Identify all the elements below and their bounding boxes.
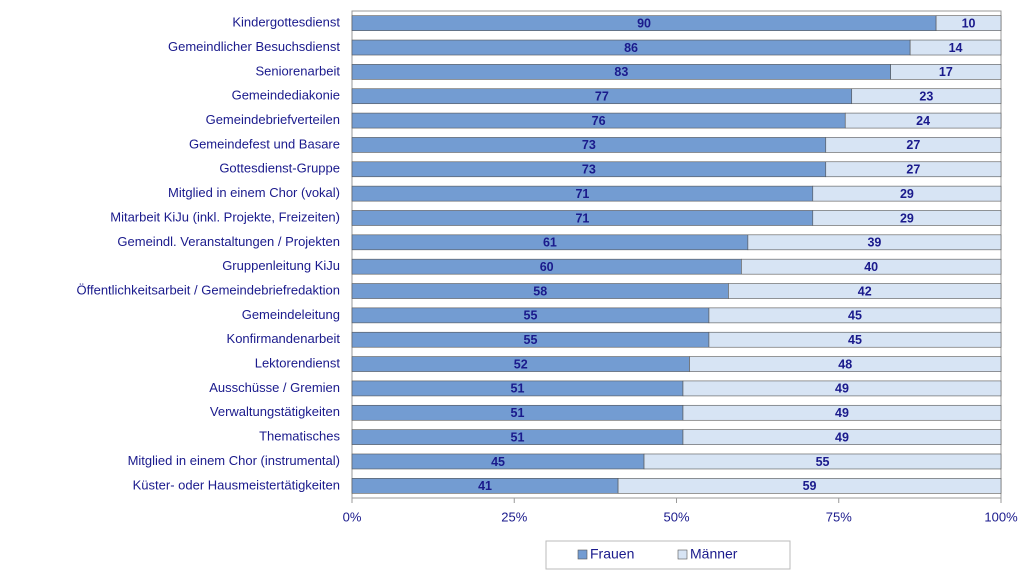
value-label: 52 <box>514 357 528 371</box>
category-label: Thematisches <box>259 429 340 444</box>
value-label: 29 <box>900 187 914 201</box>
value-label: 77 <box>595 90 609 104</box>
x-tick-label: 75% <box>826 509 852 524</box>
category-label: Gemeindediakonie <box>232 88 340 103</box>
bar-segment <box>825 137 1002 153</box>
value-label: 10 <box>962 16 976 30</box>
category-label: Verwaltungstätigkeiten <box>210 404 340 419</box>
bar-segment <box>708 331 1002 348</box>
value-label: 60 <box>540 260 554 274</box>
bar-segment <box>741 258 1002 275</box>
value-label: 23 <box>919 90 933 104</box>
bar-segment <box>643 453 1002 470</box>
category-label: Gruppenleitung KiJu <box>222 258 340 273</box>
plot-area <box>351 10 1002 499</box>
bar-segment <box>909 39 1002 56</box>
value-label: 71 <box>575 187 589 201</box>
value-label: 83 <box>614 65 628 79</box>
value-label: 55 <box>524 309 538 323</box>
bar-segment <box>812 185 1002 202</box>
legend-label: Frauen <box>590 546 634 562</box>
category-label: Gemeindlicher Besuchsdienst <box>168 39 340 54</box>
bar-segment <box>935 15 1002 31</box>
value-label: 49 <box>835 406 849 420</box>
bar-segment <box>825 161 1002 178</box>
bar-segment <box>851 88 1002 105</box>
value-label: 86 <box>624 41 638 55</box>
value-label: 42 <box>858 284 872 298</box>
bar-segment <box>682 429 1002 445</box>
category-label: Kindergottesdienst <box>232 15 340 30</box>
bar-segment <box>728 283 1002 299</box>
value-label: 71 <box>575 211 589 225</box>
category-label: Gemeindeleitung <box>242 307 340 322</box>
value-label: 51 <box>511 382 525 396</box>
value-label: 73 <box>582 138 596 152</box>
value-label: 27 <box>906 138 920 152</box>
bar-segment <box>682 380 1002 397</box>
value-label: 41 <box>478 479 492 493</box>
value-label: 45 <box>848 333 862 347</box>
value-label: 49 <box>835 430 849 444</box>
value-label: 39 <box>867 236 881 250</box>
x-tick-label: 50% <box>663 509 689 524</box>
value-label: 59 <box>803 479 817 493</box>
category-label: Öffentlichkeitsarbeit / Gemeindebriefred… <box>76 282 340 297</box>
value-label: 51 <box>511 430 525 444</box>
bar-segment <box>747 234 1002 251</box>
value-label: 58 <box>533 284 547 298</box>
value-label: 90 <box>637 16 651 30</box>
category-label: Konfirmandenarbeit <box>227 331 341 346</box>
value-label: 73 <box>582 163 596 177</box>
category-label: Mitarbeit KiJu (inkl. Projekte, Freizeit… <box>110 209 340 224</box>
category-label: Mitglied in einem Chor (instrumental) <box>128 453 340 468</box>
bar-segment <box>890 64 1002 80</box>
category-label: Gemeindebriefverteilen <box>206 112 340 127</box>
x-tick-label: 100% <box>984 509 1018 524</box>
bar-segment <box>708 307 1002 324</box>
value-label: 40 <box>864 260 878 274</box>
value-label: 45 <box>848 309 862 323</box>
bar-segment <box>689 356 1002 372</box>
category-label: Seniorenarbeit <box>255 63 340 78</box>
value-label: 51 <box>511 406 525 420</box>
category-label: Gottesdienst-Gruppe <box>219 161 340 176</box>
category-label: Gemeindl. Veranstaltungen / Projekten <box>117 234 340 249</box>
legend-swatch <box>577 549 588 560</box>
value-label: 17 <box>939 65 953 79</box>
category-label: Mitglied in einem Chor (vokal) <box>168 185 340 200</box>
value-label: 55 <box>816 455 830 469</box>
value-label: 76 <box>592 114 606 128</box>
category-label: Gemeindefest und Basare <box>189 136 340 151</box>
category-label: Lektorendienst <box>255 356 341 371</box>
value-label: 49 <box>835 382 849 396</box>
category-label: Küster- oder Hausmeistertätigkeiten <box>133 477 340 492</box>
bar-segment <box>812 210 1002 226</box>
category-label: Ausschüsse / Gremien <box>209 380 340 395</box>
legend-swatch <box>677 549 688 560</box>
legend-label: Männer <box>690 546 738 562</box>
value-label: 27 <box>906 163 920 177</box>
value-label: 45 <box>491 455 505 469</box>
bar-segment <box>844 112 1002 129</box>
value-label: 48 <box>838 357 852 371</box>
x-tick-label: 0% <box>343 509 362 524</box>
x-tick-label: 25% <box>501 509 527 524</box>
value-label: 24 <box>916 114 930 128</box>
value-label: 29 <box>900 211 914 225</box>
bar-segment <box>682 404 1002 421</box>
value-label: 61 <box>543 236 557 250</box>
bar-segment <box>617 478 1002 494</box>
value-label: 14 <box>949 41 963 55</box>
value-label: 55 <box>524 333 538 347</box>
